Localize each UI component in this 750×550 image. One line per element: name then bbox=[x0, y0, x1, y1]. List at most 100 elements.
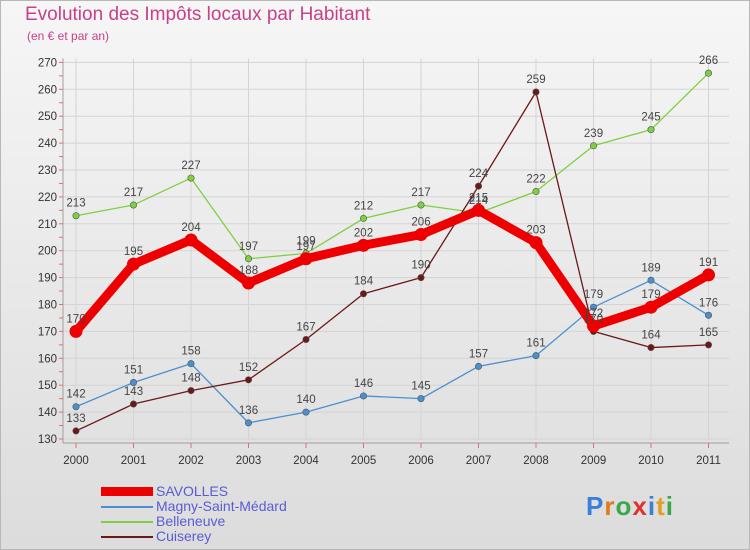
x-tick-label: 2007 bbox=[466, 455, 492, 467]
data-point-belleneuve bbox=[130, 201, 138, 209]
data-point-savolles bbox=[702, 268, 715, 282]
y-tick-label: 260 bbox=[38, 84, 57, 96]
y-tick-label: 140 bbox=[38, 407, 57, 419]
y-tick-label: 250 bbox=[38, 111, 57, 123]
y-tick-label: 180 bbox=[38, 300, 57, 312]
x-tick-label: 2001 bbox=[121, 455, 147, 467]
series-line-belleneuve bbox=[75, 72, 709, 260]
legend-swatch bbox=[101, 506, 153, 508]
data-point-savolles bbox=[414, 228, 428, 242]
y-tick-label: 220 bbox=[38, 192, 57, 204]
x-tick-label: 2009 bbox=[581, 455, 607, 467]
data-point-cuiserey bbox=[359, 290, 367, 298]
y-tick-label: 240 bbox=[38, 138, 57, 150]
legend-swatch bbox=[101, 536, 153, 538]
data-point-belleneuve bbox=[647, 126, 655, 134]
data-point-magny-saint-medard bbox=[474, 362, 482, 370]
x-tick-label: 2011 bbox=[696, 455, 721, 467]
data-point-belleneuve bbox=[245, 255, 253, 263]
y-tick-label: 130 bbox=[38, 434, 57, 446]
data-label-magny-saint-medard: 157 bbox=[469, 348, 488, 360]
data-label-magny-saint-medard: 176 bbox=[699, 297, 718, 309]
data-label-cuiserey: 184 bbox=[354, 276, 374, 288]
data-label-savolles: 204 bbox=[181, 222, 201, 234]
data-label-belleneuve: 217 bbox=[411, 187, 430, 199]
legend-label: Cuiserey bbox=[156, 528, 212, 544]
data-label-cuiserey: 165 bbox=[699, 327, 718, 339]
data-point-cuiserey bbox=[474, 182, 482, 190]
x-tick-label: 2002 bbox=[178, 455, 204, 467]
data-point-savolles bbox=[472, 203, 485, 217]
data-point-magny-saint-medard bbox=[359, 392, 367, 400]
data-label-magny-saint-medard: 179 bbox=[584, 289, 603, 301]
data-label-magny-saint-medard: 161 bbox=[526, 338, 545, 350]
series-line-cuiserey bbox=[75, 91, 709, 432]
legend-swatch bbox=[101, 521, 153, 523]
data-label-cuiserey: 259 bbox=[526, 74, 545, 86]
data-label-savolles: 197 bbox=[296, 241, 315, 253]
data-label-magny-saint-medard: 151 bbox=[124, 365, 143, 377]
proxiti-logo: Proxiti bbox=[586, 491, 674, 522]
logo-letter: r bbox=[604, 491, 616, 521]
data-label-belleneuve: 213 bbox=[66, 198, 85, 210]
logo-letter: P bbox=[586, 491, 605, 521]
data-label-savolles: 191 bbox=[699, 257, 718, 269]
data-point-cuiserey bbox=[72, 427, 80, 435]
data-point-savolles bbox=[529, 236, 543, 250]
data-point-magny-saint-medard bbox=[302, 408, 310, 416]
data-point-belleneuve bbox=[532, 188, 540, 196]
data-point-belleneuve bbox=[359, 214, 367, 222]
data-label-cuiserey: 167 bbox=[296, 321, 315, 333]
data-label-belleneuve: 214 bbox=[469, 195, 489, 207]
data-label-cuiserey: 190 bbox=[411, 260, 430, 272]
x-tick-label: 2000 bbox=[63, 455, 89, 467]
data-point-magny-saint-medard bbox=[245, 419, 253, 427]
data-point-cuiserey bbox=[130, 400, 138, 408]
data-label-magny-saint-medard: 140 bbox=[296, 394, 315, 406]
data-label-magny-saint-medard: 146 bbox=[354, 378, 373, 390]
logo-letter: i bbox=[665, 491, 674, 521]
data-point-cuiserey bbox=[704, 341, 712, 349]
data-label-belleneuve: 239 bbox=[584, 128, 603, 140]
legend-label: SAVOLLES bbox=[156, 483, 229, 499]
data-label-cuiserey: 143 bbox=[124, 386, 143, 398]
data-label-savolles: 203 bbox=[526, 225, 545, 237]
data-label-belleneuve: 212 bbox=[354, 200, 373, 212]
data-point-cuiserey bbox=[187, 387, 195, 395]
data-label-belleneuve: 197 bbox=[239, 241, 258, 253]
y-tick-label: 160 bbox=[38, 353, 57, 365]
data-point-belleneuve bbox=[187, 174, 195, 182]
y-tick-label: 270 bbox=[38, 57, 57, 69]
data-label-belleneuve: 217 bbox=[124, 187, 143, 199]
data-point-savolles bbox=[357, 238, 370, 252]
series-line-savolles bbox=[72, 205, 711, 335]
data-point-cuiserey bbox=[245, 376, 253, 384]
x-tick-label: 2004 bbox=[293, 455, 319, 467]
x-tick-label: 2006 bbox=[408, 455, 434, 467]
data-point-magny-saint-medard bbox=[532, 352, 540, 360]
data-point-magny-saint-medard bbox=[647, 276, 655, 284]
legend-label: Belleneuve bbox=[156, 513, 226, 529]
logo-letter: t bbox=[656, 491, 666, 521]
data-label-magny-saint-medard: 158 bbox=[181, 346, 200, 358]
data-label-cuiserey: 133 bbox=[66, 413, 85, 425]
data-point-magny-saint-medard bbox=[704, 311, 712, 319]
logo-letter: i bbox=[647, 491, 657, 521]
data-label-magny-saint-medard: 136 bbox=[239, 405, 258, 417]
data-label-cuiserey: 224 bbox=[469, 168, 489, 180]
data-point-cuiserey bbox=[532, 88, 540, 96]
data-label-magny-saint-medard: 142 bbox=[66, 389, 85, 401]
data-point-savolles bbox=[644, 300, 658, 314]
data-point-savolles bbox=[299, 252, 313, 266]
data-label-savolles: 195 bbox=[124, 246, 143, 258]
data-point-magny-saint-medard bbox=[72, 403, 80, 411]
data-point-magny-saint-medard bbox=[187, 360, 195, 368]
data-point-magny-saint-medard bbox=[589, 303, 597, 311]
data-label-savolles: 172 bbox=[584, 308, 603, 320]
x-tick-label: 2010 bbox=[638, 455, 664, 467]
data-point-savolles bbox=[127, 257, 140, 271]
x-tick-label: 2005 bbox=[351, 455, 377, 467]
data-label-cuiserey: 170 bbox=[584, 313, 603, 325]
